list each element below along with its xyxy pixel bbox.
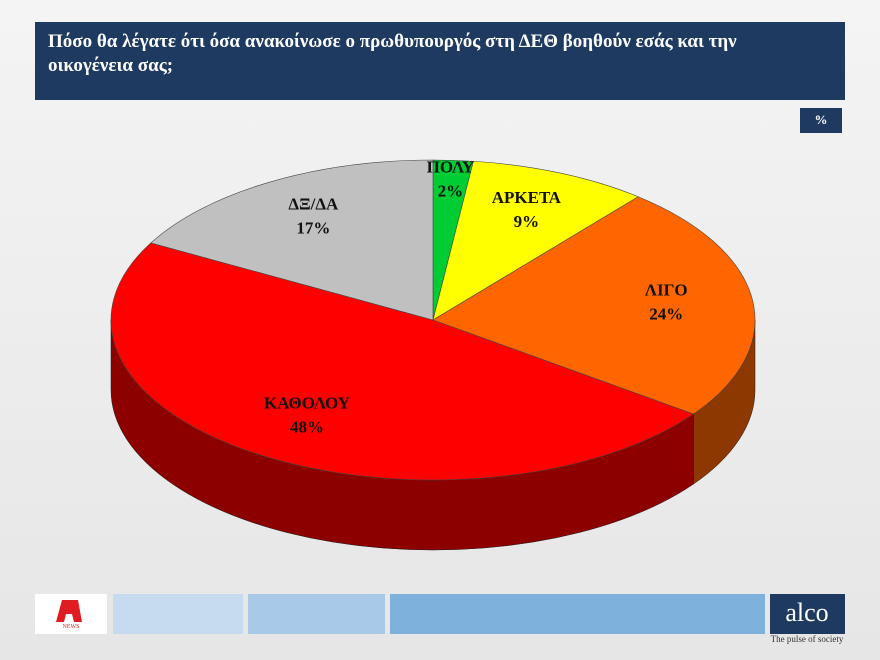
slice-value-label: 9%	[514, 212, 540, 231]
slice-value-label: 2%	[438, 182, 464, 201]
title-box: Πόσο θα λέγατε ότι όσα ανακοίνωσε ο πρωθ…	[48, 31, 737, 76]
labels: ΠΟΛΥ 2% ΑΡΚΕΤΑ 9% ΛΙΓΟ 24% ΚΑΘΟΛΟΥ 48% ΔΞ/ΔΑ 17%	[264, 158, 688, 437]
pie-slice	[110, 242, 695, 481]
pie-slice	[432, 196, 756, 415]
footer-band	[390, 594, 765, 634]
channel-logo-mark	[56, 600, 82, 622]
pie-slice	[150, 159, 434, 321]
slice-label: ΑΡΚΕΤΑ	[492, 188, 562, 207]
footer-band	[248, 594, 385, 634]
brand-tagline: The pulse of society	[771, 634, 844, 644]
slice-value-label: 48%	[290, 418, 324, 437]
header-bar	[35, 22, 845, 100]
brand-box	[770, 594, 845, 634]
brand-text: alco	[785, 598, 828, 627]
footer-band	[113, 594, 243, 634]
slice-label: ΔΞ/ΔΑ	[288, 194, 339, 213]
unit-badge-text: %	[815, 112, 828, 127]
pie	[110, 159, 756, 551]
slice-label: ΛΙΓΟ	[645, 280, 688, 299]
slice-label: ΠΟΛΥ	[427, 158, 475, 177]
unit-badge	[800, 108, 842, 133]
channel-logo-text: NEWS	[63, 624, 80, 630]
slice-label: ΚΑΘΟΛΟΥ	[264, 394, 350, 413]
pie-slice	[432, 160, 639, 321]
chart-title: Πόσο θα λέγατε ότι όσα ανακοίνωσε ο πρωθ…	[48, 31, 737, 76]
slice-value-label: 24%	[649, 304, 683, 323]
slice-value-label: 17%	[296, 218, 330, 237]
